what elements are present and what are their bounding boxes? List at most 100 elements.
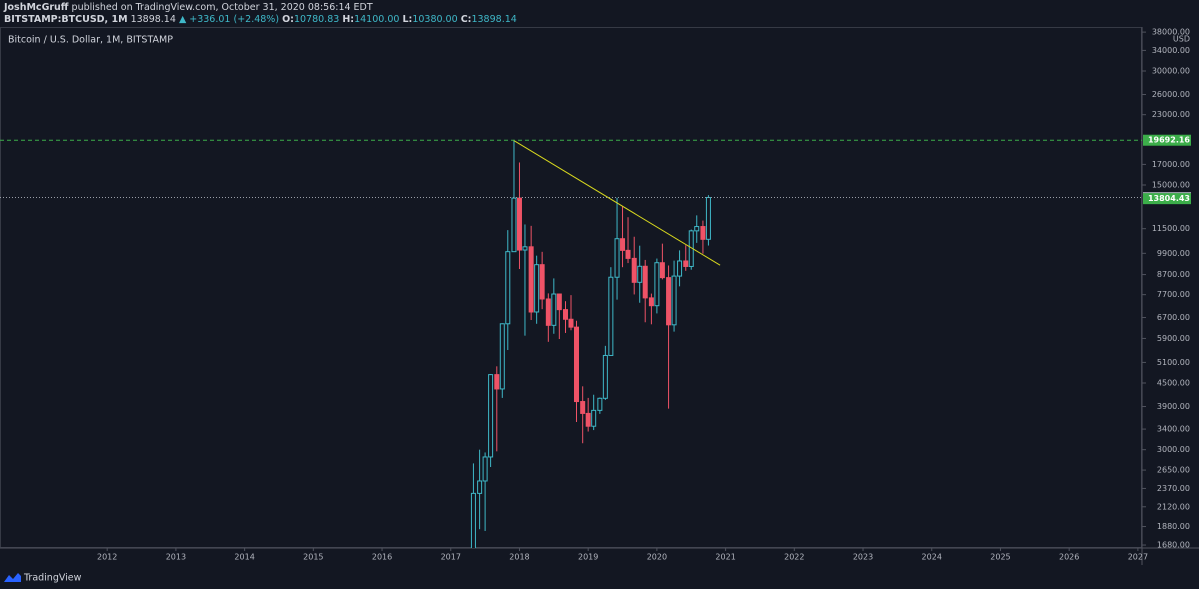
candle-body <box>654 262 660 307</box>
candle-body <box>580 401 586 414</box>
candle-body <box>556 293 562 311</box>
author: JoshMcGruff <box>3 2 69 13</box>
y-tick-label: 3000.00 <box>1157 445 1190 454</box>
candle-body <box>539 264 545 300</box>
candle-body <box>568 318 574 328</box>
x-tick-label: 2020 <box>647 553 667 562</box>
footer: TradingView <box>23 573 82 584</box>
last-price: 13898.14 <box>131 14 176 25</box>
x-tick-label: 2019 <box>578 553 598 562</box>
y-tick-label: 1680.00 <box>1157 541 1190 550</box>
candle-body <box>659 262 665 279</box>
change: ▲ +336.01 (+2.48%) <box>179 14 279 25</box>
y-tick-label: 6700.00 <box>1157 313 1190 322</box>
plot <box>470 139 721 548</box>
high-label: H: <box>342 14 354 25</box>
candle-body <box>511 197 517 253</box>
y-tick-label: 1880.00 <box>1157 522 1190 531</box>
candle-body <box>551 293 557 326</box>
x-tick-label: 2018 <box>509 553 529 562</box>
candle-body <box>648 297 654 307</box>
x-tick-label: 2021 <box>715 553 735 562</box>
y-tick-label: 2650.00 <box>1157 466 1190 475</box>
candle-body <box>631 257 637 283</box>
candle-body <box>591 409 597 427</box>
candle-body <box>705 197 711 240</box>
x-tick-label: 2027 <box>1128 553 1148 562</box>
y-tick-label: 17000.00 <box>1152 160 1190 169</box>
y-tick-label: 4500.00 <box>1157 378 1190 387</box>
open-label: O: <box>282 14 294 25</box>
price-label-box <box>1143 134 1191 146</box>
price-label: 19692.16 <box>1148 136 1190 145</box>
candle-body <box>499 323 505 390</box>
x-tick-label: 2017 <box>441 553 461 562</box>
candle-body <box>585 412 591 427</box>
x-tick-label: 2012 <box>97 553 117 562</box>
symbol: BITSTAMP:BTCUSD, 1M <box>4 14 128 25</box>
y-tick-label: 34000.00 <box>1152 46 1190 55</box>
candle-body <box>562 309 569 320</box>
candle-body <box>620 238 626 251</box>
y-tick-label: 38000.00 <box>1152 28 1190 37</box>
candle-body <box>637 265 643 283</box>
candle-body <box>482 456 488 482</box>
chart-title: Bitcoin / U.S. Dollar, 1M, BITSTAMP <box>8 35 173 46</box>
x-tick-label: 2014 <box>234 553 254 562</box>
candle-body <box>488 374 494 458</box>
open-value: 10780.83 <box>294 14 339 25</box>
low-label: L: <box>402 14 412 25</box>
candle-body <box>625 249 631 259</box>
low-value: 10380.00 <box>412 14 457 25</box>
candle-body <box>666 277 672 326</box>
y-tick-label: 11500.00 <box>1152 224 1190 233</box>
y-tick-label: 7700.00 <box>1157 290 1190 299</box>
y-tick-label: 5100.00 <box>1157 358 1190 367</box>
candle-body <box>494 374 500 390</box>
candle-body <box>516 197 522 251</box>
y-tick-label: 2370.00 <box>1157 484 1190 493</box>
candle-body <box>528 246 534 313</box>
header-line-2: BITSTAMP:BTCUSD, 1M 13898.14 ▲ +336.01 (… <box>4 14 517 25</box>
candle-body <box>470 492 476 548</box>
candle-body <box>614 238 620 278</box>
candle-body <box>573 326 580 403</box>
x-tick-label: 2022 <box>784 553 804 562</box>
y-tick-label: 23000.00 <box>1152 110 1190 119</box>
candle-body <box>700 226 706 240</box>
trendline <box>513 139 721 266</box>
y-tick-label: 30000.00 <box>1152 66 1190 75</box>
candle-body <box>602 354 608 399</box>
candle-body <box>545 298 551 326</box>
y-tick-label: 3400.00 <box>1157 425 1190 434</box>
y-tick-label: 26000.00 <box>1152 90 1190 99</box>
high-value: 14100.00 <box>354 14 399 25</box>
published: published on TradingView.com, October 31… <box>72 2 373 13</box>
header-line-1: JoshMcGruff published on TradingView.com… <box>3 2 373 13</box>
y-tick-label: 3900.00 <box>1157 402 1190 411</box>
candle-body <box>597 397 603 411</box>
logo <box>4 573 21 582</box>
candle-body <box>608 276 614 356</box>
candle-body <box>505 251 511 325</box>
currency: USD <box>1173 35 1190 44</box>
candle-body <box>642 265 648 299</box>
y-tick-label: 8700.00 <box>1157 270 1190 279</box>
y-tick-label: 5900.00 <box>1157 334 1190 343</box>
candle-body <box>683 260 689 267</box>
y-tick-label: 2120.00 <box>1157 502 1190 511</box>
price-label: 13804.43 <box>1148 194 1190 203</box>
candle-body <box>671 275 677 326</box>
x-tick-label: 2025 <box>990 553 1010 562</box>
candle-body <box>534 264 540 313</box>
price-label-box <box>1143 193 1191 205</box>
x-tick-label: 2024 <box>922 553 942 562</box>
candle-body <box>694 226 700 232</box>
y-tick-label: 15000.00 <box>1152 180 1190 189</box>
x-tick-label: 2026 <box>1059 553 1079 562</box>
candle-body <box>522 246 528 251</box>
x-tick-label: 2013 <box>166 553 186 562</box>
